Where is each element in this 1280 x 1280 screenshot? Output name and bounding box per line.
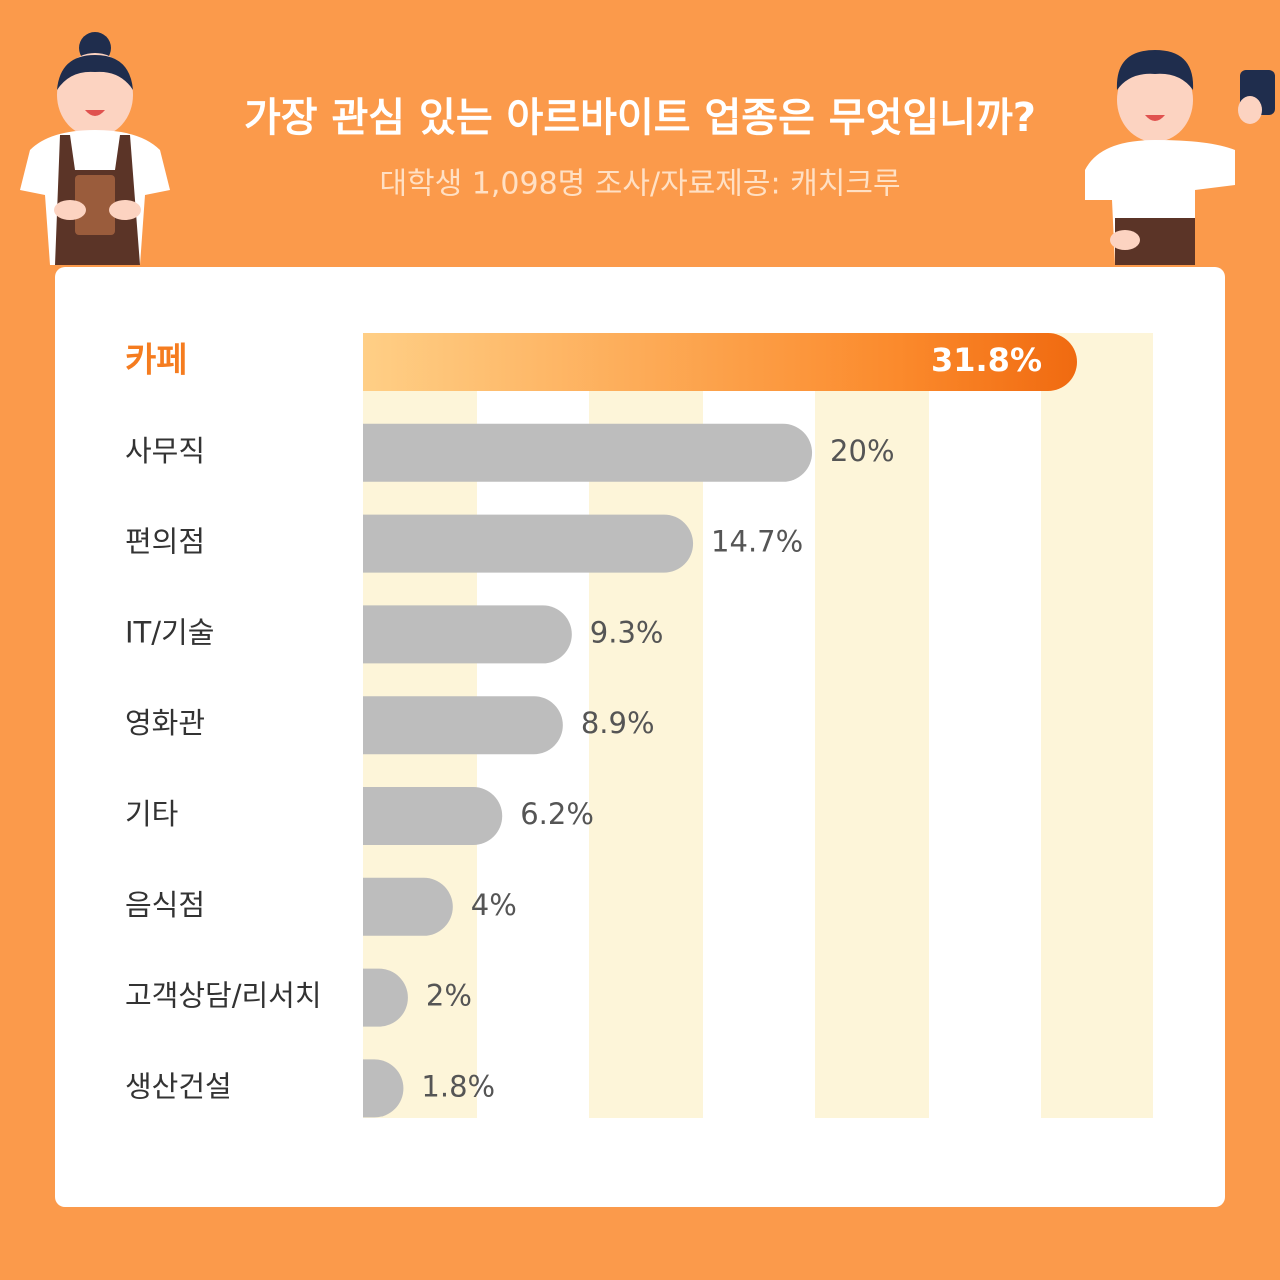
- category-label: 카페: [125, 341, 188, 381]
- category-label: 기타: [125, 797, 178, 831]
- category-label: IT/기술: [125, 615, 214, 649]
- value-label: 4%: [471, 888, 517, 922]
- bar: [363, 787, 503, 845]
- chart-title: 가장 관심 있는 아르바이트 업종은 무엇입니까?: [244, 95, 1036, 141]
- value-label: 1.8%: [421, 1069, 495, 1103]
- value-label: 20%: [830, 434, 894, 468]
- bar: [363, 333, 1077, 391]
- category-label: 사무직: [125, 434, 205, 468]
- illustration-right: [1085, 50, 1275, 265]
- bar: [363, 877, 453, 936]
- chart-subtitle: 대학생 1,098명 조사/자료제공: 캐치크루: [379, 167, 900, 202]
- category-label: 영화관: [125, 706, 205, 740]
- plot: 카페 31.8% 사무직 20% 편의점 14.7% IT/기술 9.3% 영화관 8.9% 기타 6…: [125, 333, 1077, 1118]
- category-label: 음식점: [125, 888, 205, 922]
- value-label: 14.7%: [711, 525, 803, 559]
- illustration-left: [20, 32, 170, 265]
- value-label: 31.8%: [931, 341, 1042, 379]
- bar: [363, 968, 408, 1027]
- category-label: 고객상담/리서치: [125, 979, 322, 1013]
- bar: [363, 696, 563, 755]
- value-label: 8.9%: [581, 706, 655, 740]
- bar: [363, 1059, 404, 1118]
- bar: [363, 605, 572, 664]
- bar: [363, 514, 694, 573]
- bar: [363, 423, 813, 482]
- category-label: 생산건설: [125, 1069, 232, 1103]
- value-label: 6.2%: [520, 797, 594, 831]
- value-label: 2%: [426, 979, 472, 1013]
- value-label: 9.3%: [590, 615, 664, 649]
- category-label: 편의점: [125, 525, 205, 559]
